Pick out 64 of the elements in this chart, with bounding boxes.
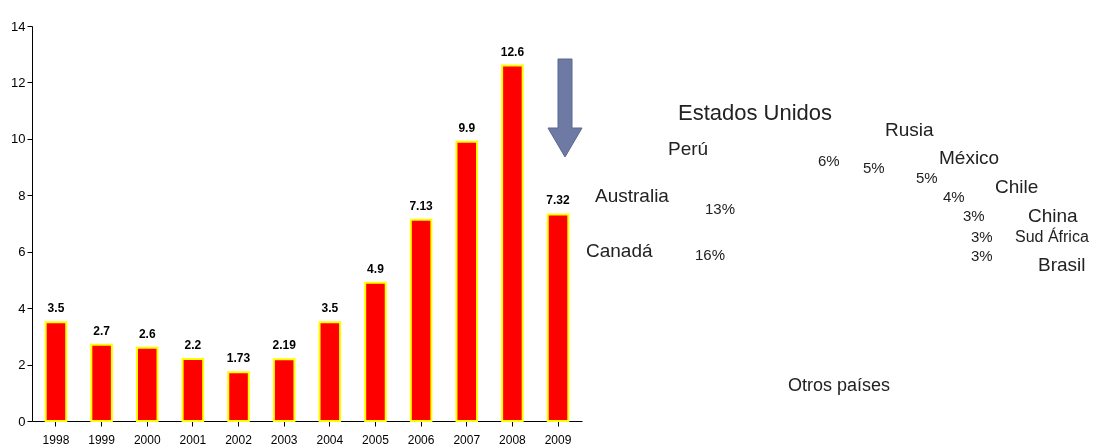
bar — [44, 321, 68, 422]
bar — [546, 213, 570, 422]
data-label: 3.5 — [321, 301, 339, 316]
text: Perú — [668, 138, 709, 159]
data-label: 4.9 — [367, 261, 385, 276]
text: Australia — [595, 185, 670, 206]
bar — [455, 140, 479, 422]
bar — [90, 343, 113, 422]
x-tick-label: 2001 — [179, 432, 207, 445]
x-tick-label: 2008 — [499, 432, 527, 445]
text: 6% — [818, 152, 840, 169]
y-tick-label: 14 — [11, 18, 26, 34]
text: 5% — [863, 159, 885, 176]
text: Canadá — [586, 240, 653, 261]
data-label: 2.6 — [138, 326, 156, 341]
text: 13% — [705, 200, 736, 217]
data-label: 9.9 — [458, 120, 476, 135]
y-tick-label: 12 — [11, 74, 26, 90]
y-tick-label: 8 — [18, 187, 26, 203]
x-tick-label: 2002 — [225, 432, 253, 445]
x-tick-label: 2007 — [453, 432, 481, 445]
bar — [181, 357, 205, 422]
x-tick-label: 2003 — [270, 432, 298, 445]
y-tick-label: 10 — [11, 131, 26, 147]
y-tick-label: 0 — [18, 413, 26, 429]
text: México — [939, 147, 1000, 168]
bar — [227, 371, 250, 422]
data-label: 2.7 — [93, 323, 111, 338]
data-label: 2.2 — [184, 337, 202, 352]
data-label: 1.73 — [226, 351, 251, 366]
text: China — [1028, 205, 1079, 226]
bar — [501, 64, 524, 422]
x-tick-label: 2005 — [362, 432, 390, 445]
text: Chile — [995, 176, 1039, 197]
text: Estados Unidos — [678, 100, 833, 125]
text: 3% — [971, 228, 993, 245]
x-tick-label: 1998 — [42, 432, 70, 445]
bar — [318, 321, 342, 422]
data-label: 2.19 — [272, 338, 297, 353]
text: Rusia — [885, 119, 935, 140]
data-label: 7.32 — [546, 193, 571, 208]
x-tick-label: 2009 — [544, 432, 572, 445]
text: 16% — [695, 246, 726, 263]
text: 3% — [963, 207, 985, 224]
bar — [409, 218, 433, 422]
y-tick-label: 4 — [18, 300, 26, 316]
bar — [364, 281, 387, 422]
text: Otros países — [788, 375, 891, 395]
text: Sud África — [1015, 227, 1089, 245]
x-tick-label: 2006 — [407, 432, 435, 445]
text: 5% — [916, 169, 938, 186]
data-label: 3.5 — [47, 301, 65, 316]
data-label: 7.13 — [409, 198, 434, 213]
text: Brasil — [1038, 254, 1086, 275]
x-tick-label: 2000 — [133, 432, 161, 445]
bar — [135, 346, 159, 422]
text: 3% — [971, 247, 993, 264]
data-label: 12.6 — [500, 44, 525, 59]
x-tick-label: 1999 — [88, 432, 116, 445]
y-tick-label: 2 — [18, 357, 26, 373]
bar — [272, 358, 296, 422]
text: 4% — [943, 188, 965, 205]
x-tick-label: 2004 — [316, 432, 344, 445]
y-tick-label: 6 — [18, 244, 26, 260]
